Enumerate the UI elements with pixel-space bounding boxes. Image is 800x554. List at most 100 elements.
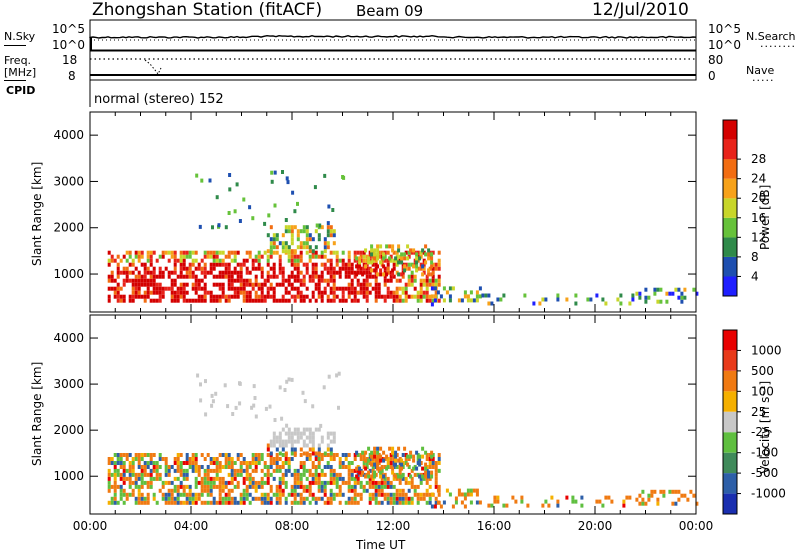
heatmap-cell: [254, 278, 258, 283]
heatmap-cell: [221, 484, 225, 489]
heatmap-cell: [323, 241, 327, 246]
heatmap-cell: [291, 190, 295, 195]
heatmap-cell: [364, 474, 368, 479]
heatmap-cell: [305, 457, 309, 461]
freq-underline: [4, 80, 26, 81]
nave-dots: ·····: [752, 74, 775, 87]
heatmap-cell: [314, 451, 318, 456]
heatmap-cell: [383, 282, 387, 287]
heatmap-cell: [221, 270, 225, 275]
heatmap-cell: [635, 291, 639, 296]
heatmap-cell: [680, 299, 684, 304]
heatmap-cell: [131, 457, 135, 461]
heatmap-cell: [419, 492, 423, 497]
heatmap-cell: [293, 266, 297, 271]
heatmap-cell: [194, 278, 198, 283]
heatmap-cell: [326, 465, 330, 469]
heatmap-cell: [296, 484, 300, 489]
heatmap-cell: [128, 453, 132, 457]
heatmap-cell: [143, 496, 147, 501]
heatmap-cell: [376, 462, 380, 467]
heatmap-cell: [317, 443, 321, 448]
heatmap-cell: [143, 500, 147, 505]
heatmap-cell: [107, 294, 111, 299]
heatmap-cell: [317, 472, 321, 477]
heatmap-cell: [125, 250, 129, 255]
heatmap-cell: [329, 472, 333, 477]
heatmap-cell: [242, 258, 246, 263]
heatmap-cell: [365, 286, 369, 291]
heatmap-cell: [218, 500, 222, 505]
heatmap-cell: [469, 290, 473, 295]
heatmap-cell: [173, 254, 177, 259]
heatmap-cell: [323, 290, 327, 295]
station-title: Zhongshan Station (fitACF): [92, 0, 323, 20]
heatmap-cell: [239, 492, 243, 497]
heatmap-cell: [119, 461, 123, 465]
heatmap-cell: [365, 298, 369, 303]
heatmap-cell: [475, 294, 479, 299]
heatmap-cell: [604, 495, 608, 500]
heatmap-cell: [113, 258, 117, 263]
heatmap-cell: [335, 250, 339, 255]
heatmap-cell: [269, 472, 273, 477]
heatmap-cell: [370, 474, 374, 479]
heatmap-cell: [427, 252, 431, 257]
heatmap-cell: [392, 476, 396, 481]
heatmap-cell: [131, 472, 135, 477]
heatmap-cell: [239, 286, 243, 291]
heatmap-cell: [358, 466, 362, 471]
heatmap-cell: [293, 480, 297, 485]
heatmap-cell: [436, 488, 440, 493]
heatmap-cell: [146, 492, 150, 497]
heatmap-cell: [113, 476, 117, 481]
heatmap-cell: [350, 298, 354, 303]
heatmap-cell: [677, 287, 681, 292]
heatmap-cell: [253, 396, 257, 400]
heatmap-cell: [217, 223, 221, 228]
heatmap-cell: [377, 250, 381, 255]
x-tick-label: 00:00: [73, 519, 108, 533]
heatmap-cell: [197, 262, 201, 267]
heatmap-cell: [410, 282, 414, 287]
heatmap-cell: [137, 274, 141, 279]
heatmap-cell: [344, 274, 348, 279]
heatmap-cell: [200, 298, 204, 303]
heatmap-cell: [281, 170, 284, 174]
heatmap-cell: [140, 457, 144, 461]
heatmap-cell: [218, 262, 222, 267]
heatmap-cell: [308, 233, 312, 238]
heatmap-cell: [644, 287, 648, 292]
heatmap-cell: [158, 290, 162, 295]
heatmap-cell: [436, 500, 440, 505]
heatmap-cell: [353, 480, 357, 485]
heatmap-cell: [176, 476, 180, 481]
heatmap-cell: [379, 458, 383, 463]
heatmap-cell: [338, 258, 342, 263]
heatmap-cell: [122, 278, 126, 283]
heatmap-cell: [206, 290, 210, 295]
heatmap-cell: [332, 229, 336, 234]
heatmap-cell: [233, 278, 237, 283]
colorbar-segment: [723, 411, 737, 433]
heatmap-cell: [326, 258, 330, 263]
heatmap-cell: [437, 484, 441, 489]
heatmap-cell: [428, 282, 432, 287]
heatmap-cell: [182, 262, 186, 267]
heatmap-cell: [478, 500, 482, 505]
heatmap-cell: [335, 258, 339, 263]
heatmap-cell: [146, 294, 150, 299]
heatmap-cell: [379, 272, 383, 277]
heatmap-cell: [335, 480, 339, 485]
heatmap-cell: [116, 266, 120, 271]
heatmap-cell: [406, 462, 410, 467]
heatmap-cell: [143, 453, 147, 457]
heatmap-cell: [200, 480, 204, 485]
heatmap-cell: [290, 488, 294, 493]
heatmap-cell: [173, 484, 177, 489]
heatmap-cell: [254, 480, 258, 485]
heatmap-cell: [245, 250, 249, 255]
heatmap-cell: [299, 465, 303, 469]
heatmap-cell: [266, 290, 270, 295]
heatmap-cell: [137, 254, 141, 259]
